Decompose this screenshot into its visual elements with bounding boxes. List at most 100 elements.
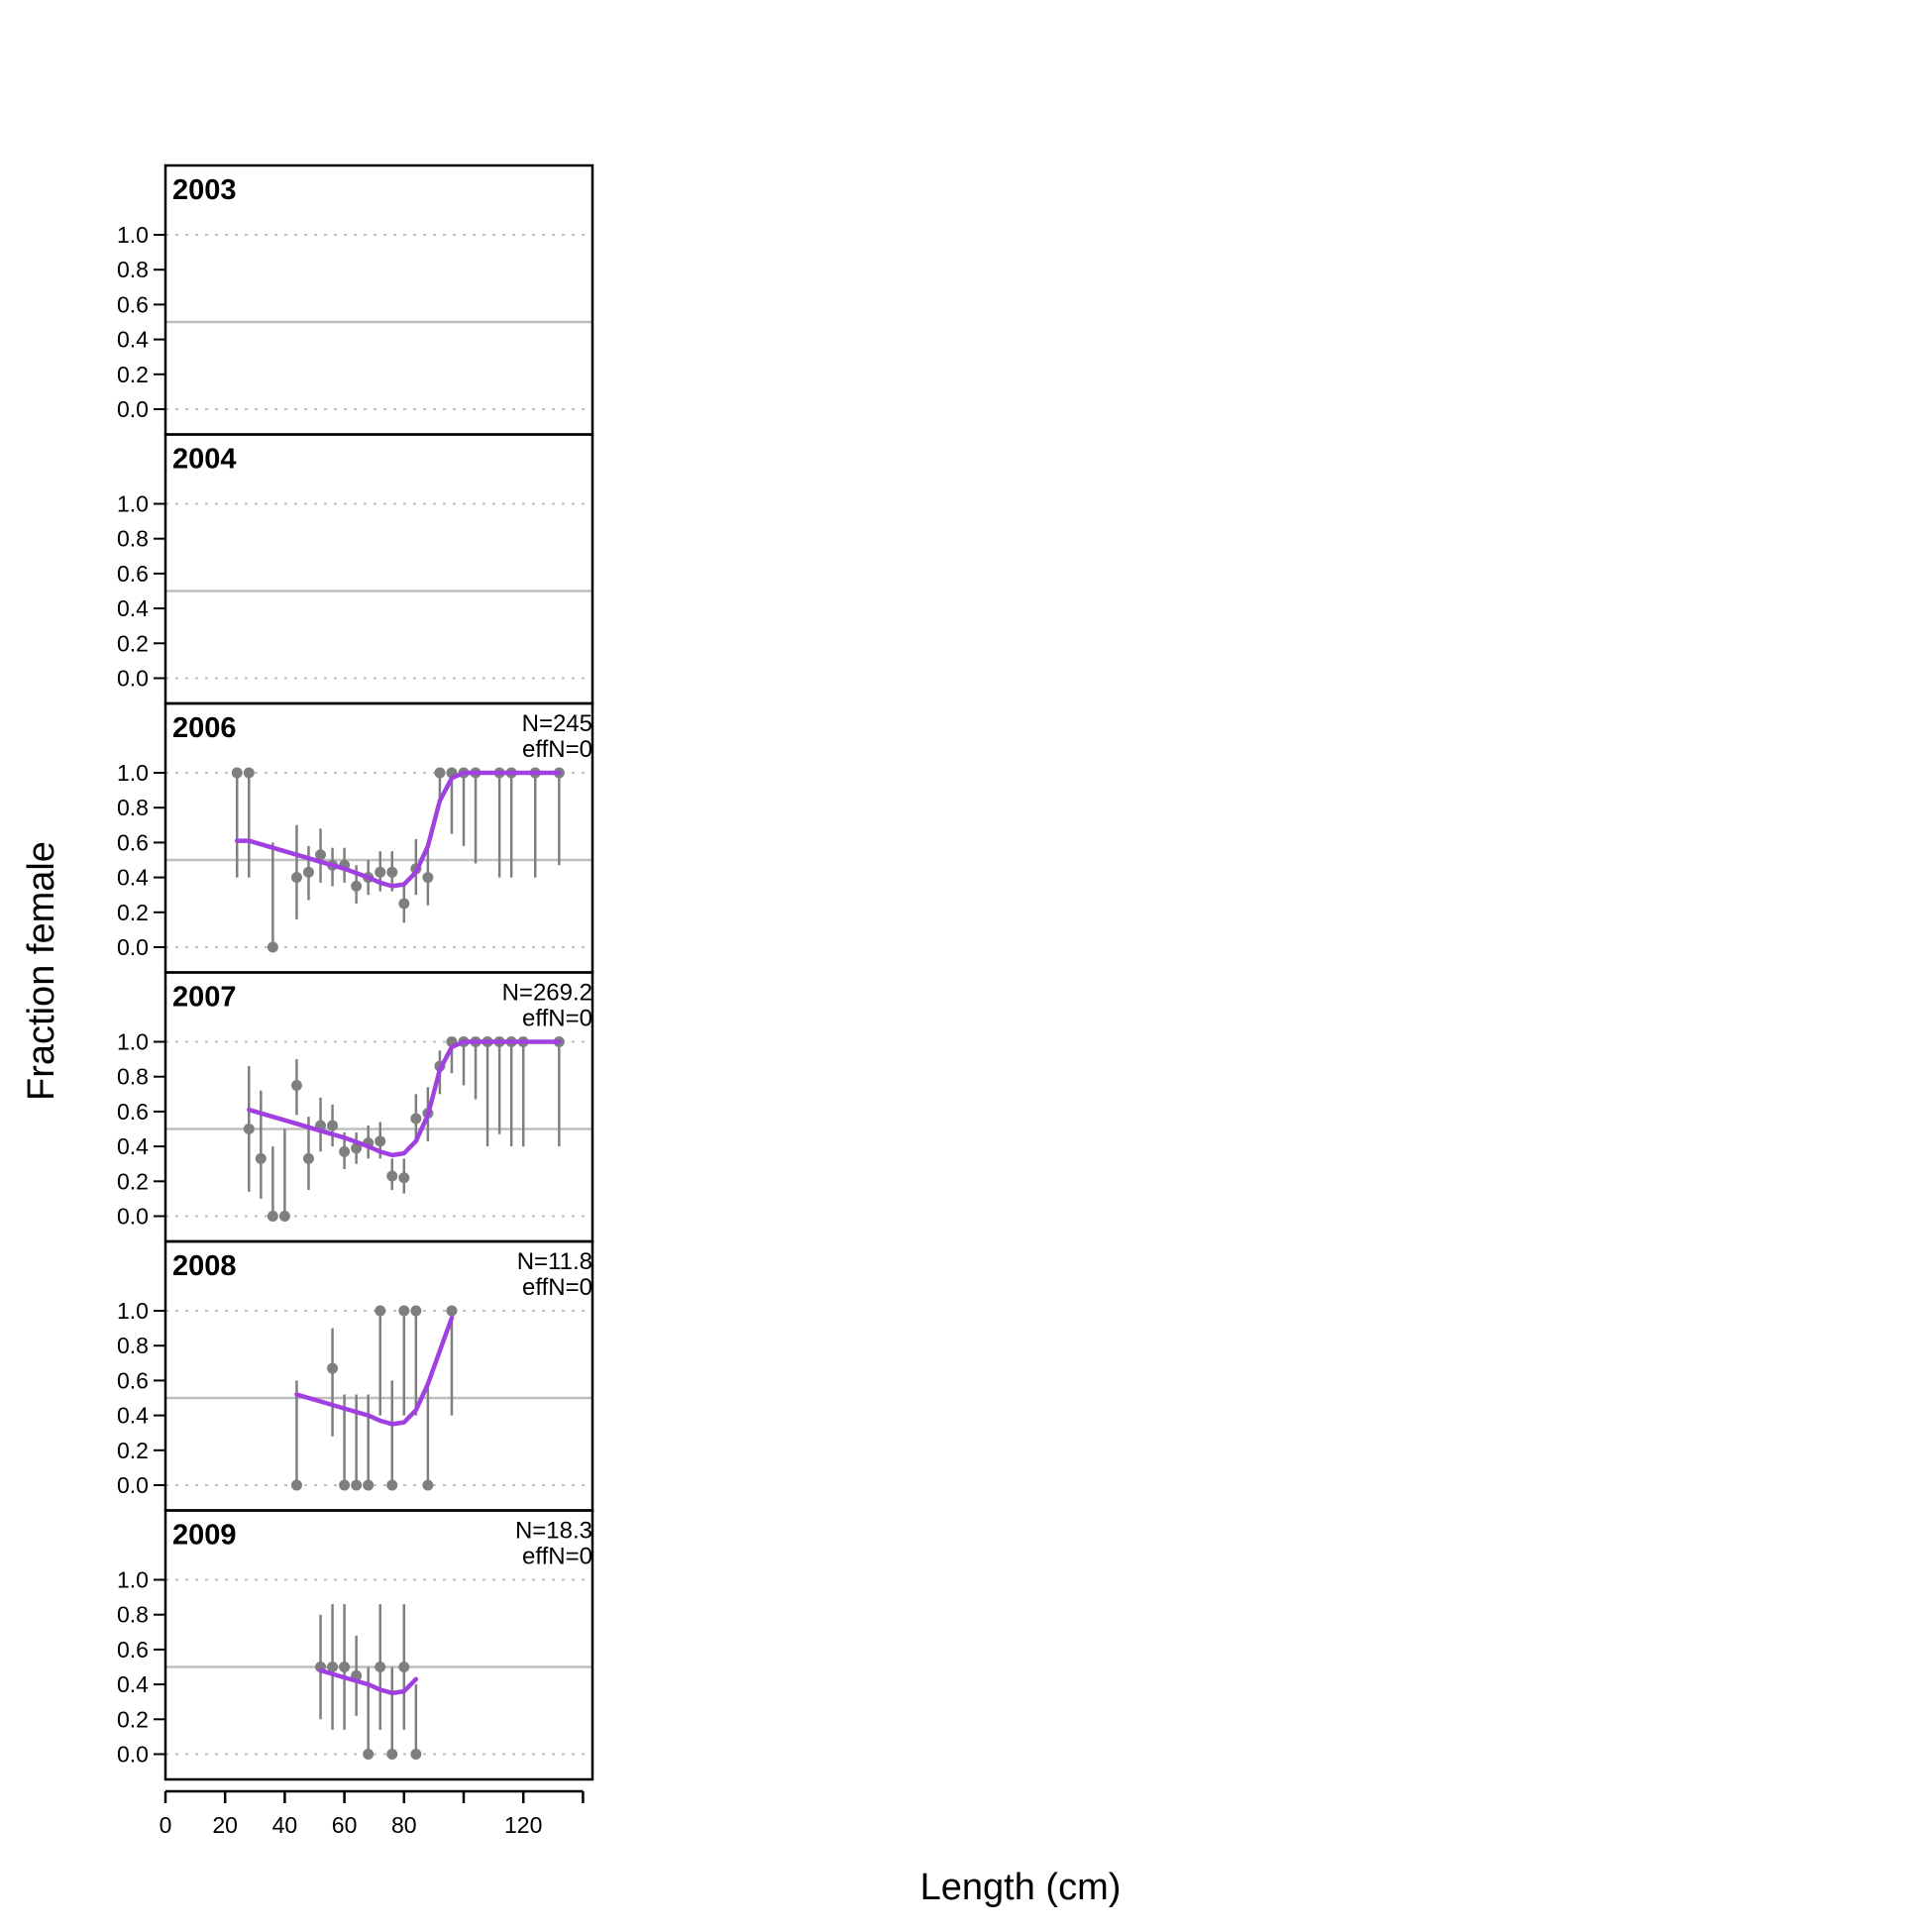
panel-effn-label: effN=0 (522, 1006, 592, 1032)
panels-group: 0.0 0.2 0.4 0.6 0.8 1.0 2003 0.0 0.2 0.4 0.6 0.8 1.0… (117, 163, 594, 1781)
observed-point (386, 866, 398, 878)
observed-point (410, 1749, 422, 1760)
y-tick-label: 0.0 (117, 1742, 149, 1768)
y-tick-label: 1.0 (117, 222, 149, 248)
expected-curve (318, 1667, 419, 1696)
x-tick-label: 120 (504, 1812, 542, 1838)
y-tick-label: 1.0 (117, 491, 149, 517)
panel-effn-label: effN=0 (522, 1544, 592, 1570)
observed-point (339, 1479, 351, 1491)
y-tick-label: 0.0 (117, 396, 149, 422)
expected-curve (247, 1039, 562, 1158)
observed-point (231, 767, 243, 779)
observed-point (290, 1479, 302, 1491)
y-tick-label: 0.4 (117, 1403, 149, 1429)
y-tick-label: 0.6 (117, 829, 149, 855)
panel-effn-label: effN=0 (522, 736, 592, 763)
observed-point (302, 866, 314, 878)
observed-point (446, 1305, 458, 1317)
observed-point (422, 872, 434, 884)
y-tick-label: 0.8 (117, 526, 149, 552)
panel-n-label: N=269.2 (502, 980, 592, 1007)
y-tick-label: 0.2 (117, 1706, 149, 1732)
observed-point (351, 1142, 363, 1154)
y-tick-label: 0.8 (117, 1064, 149, 1090)
expected-curve (234, 770, 562, 889)
observed-point (375, 1135, 386, 1147)
y-tick-label: 0.4 (117, 327, 149, 353)
panel-year-label: 2004 (172, 444, 237, 476)
y-tick-label: 0.8 (117, 257, 149, 282)
y-tick-label: 0.6 (117, 561, 149, 587)
y-tick-label: 1.0 (117, 1029, 149, 1055)
x-tick-label: 80 (391, 1812, 417, 1838)
y-tick-label: 0.8 (117, 1333, 149, 1358)
panel-year-label: 2006 (172, 712, 237, 744)
x-tick-label: 60 (332, 1812, 358, 1838)
observed-point (398, 1662, 410, 1672)
x-axis-title: Length (cm) (920, 1867, 1122, 1908)
observed-point (278, 1211, 290, 1222)
panel-effn-label: effN=0 (522, 1274, 592, 1301)
y-axis-title: Fraction female (21, 841, 62, 1101)
y-tick-label: 0.4 (117, 1133, 149, 1159)
y-tick-label: 0.8 (117, 1602, 149, 1628)
observed-point (410, 1305, 422, 1317)
observed-point (375, 866, 386, 878)
observed-point (267, 941, 278, 953)
observed-point (255, 1152, 267, 1164)
y-tick-label: 1.0 (117, 1567, 149, 1593)
x-tick-label: 40 (272, 1812, 298, 1838)
observed-point (398, 1305, 410, 1317)
y-tick-label: 0.8 (117, 795, 149, 820)
panel-year-label: 2007 (172, 982, 237, 1014)
observed-point (302, 1152, 314, 1164)
x-tick-label: 20 (212, 1812, 238, 1838)
y-tick-label: 1.0 (117, 760, 149, 786)
observed-point (434, 767, 446, 779)
observed-point (290, 1080, 302, 1091)
observed-point (327, 1120, 339, 1131)
panel-n-label: N=245 (522, 710, 592, 737)
y-tick-label: 0.2 (117, 1438, 149, 1463)
observed-point (375, 1305, 386, 1317)
panel-year-label: 2008 (172, 1250, 237, 1282)
observed-point (398, 1172, 410, 1184)
panel-n-label: N=11.8 (517, 1248, 592, 1275)
y-tick-label: 0.4 (117, 1671, 149, 1697)
y-tick-label: 1.0 (117, 1298, 149, 1324)
y-tick-label: 0.2 (117, 1168, 149, 1194)
x-axis: 0 20 40 60 80 120 (160, 1789, 585, 1838)
observed-point (315, 849, 327, 861)
observed-point (398, 898, 410, 910)
observed-point (375, 1662, 386, 1672)
observed-point (363, 1479, 375, 1491)
panel-2004: 0.0 0.2 0.4 0.6 0.8 1.0 2004 (117, 433, 594, 705)
y-tick-label: 0.6 (117, 1367, 149, 1393)
y-tick-label: 0.0 (117, 666, 149, 692)
panel-n-label: N=18.3 (515, 1518, 592, 1545)
expected-curve (294, 1315, 455, 1427)
y-tick-label: 0.4 (117, 865, 149, 891)
observed-point (327, 1662, 339, 1672)
y-tick-label: 0.6 (117, 1637, 149, 1663)
observed-point (386, 1170, 398, 1182)
observed-point (410, 1113, 422, 1125)
panel-frame (163, 1509, 594, 1781)
panel-year-label: 2009 (172, 1520, 237, 1552)
observed-point (351, 1479, 363, 1491)
panel-year-label: 2003 (172, 174, 237, 206)
observed-point (327, 1362, 339, 1374)
y-tick-label: 0.2 (117, 362, 149, 387)
y-tick-label: 0.2 (117, 900, 149, 925)
observed-point (290, 872, 302, 884)
observed-point (363, 1749, 375, 1760)
y-tick-label: 0.2 (117, 630, 149, 656)
observed-point (351, 880, 363, 892)
y-tick-label: 0.0 (117, 1472, 149, 1498)
